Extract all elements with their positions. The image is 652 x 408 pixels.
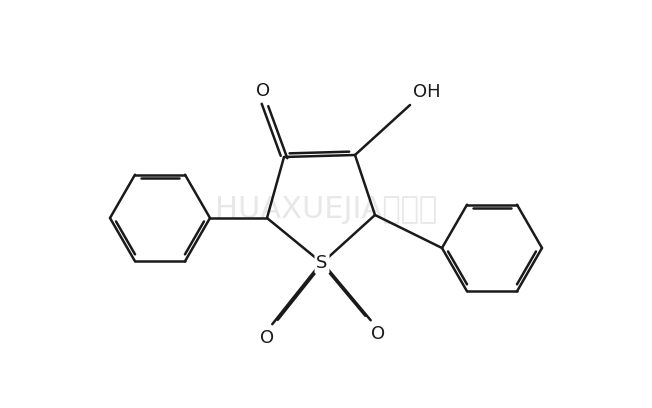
Text: O: O bbox=[260, 329, 274, 347]
Text: HUAXUEJIA化学加: HUAXUEJIA化学加 bbox=[215, 195, 437, 224]
Text: OH: OH bbox=[413, 83, 441, 101]
Text: O: O bbox=[371, 325, 385, 343]
Text: S: S bbox=[316, 254, 328, 272]
Text: O: O bbox=[256, 82, 270, 100]
